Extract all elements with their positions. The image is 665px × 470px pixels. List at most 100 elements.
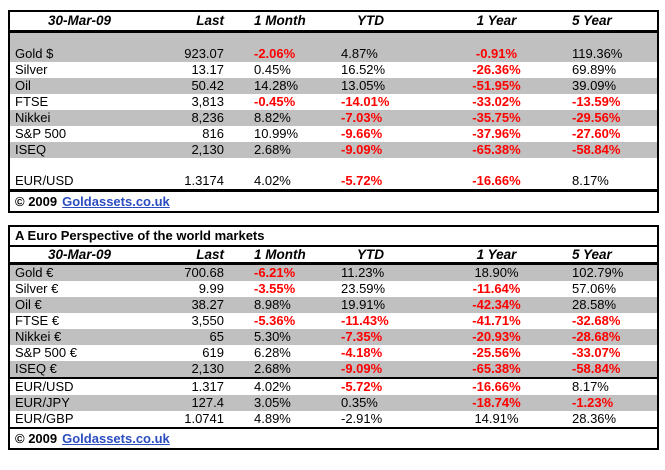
cell-last: 1.0741: [184, 411, 224, 426]
column-header-5year: 5 Year: [554, 246, 659, 265]
cell-1month: 4.02%: [234, 377, 339, 395]
cell-last: 923.07: [184, 46, 224, 61]
euro-table-footer-row: © 2009 Goldassets.co.uk: [9, 427, 659, 449]
spacer-cell: [9, 31, 658, 46]
row-label: Nikkei: [15, 110, 51, 125]
cell-ytd: -5.72%: [339, 377, 439, 395]
table-row: EUR/GBP 1.0741 4.89% -2.91% 14.91% 28.36%: [9, 411, 658, 428]
row-label: EUR/GBP: [15, 411, 74, 426]
column-header-last: Last: [149, 11, 234, 33]
cell-1month: 4.02%: [254, 173, 291, 188]
cell-5year: -1.23%: [572, 395, 614, 410]
cell-last: 3,550: [191, 313, 224, 328]
cell-1year: -16.66%: [439, 377, 554, 395]
row-label: S&P 500 €: [15, 345, 77, 360]
cell-1year: -11.64%: [472, 281, 521, 296]
cell-last: 1.317: [149, 377, 234, 395]
row-label: EUR/USD: [15, 173, 74, 188]
column-header-1year: 1 Year: [439, 11, 554, 33]
cell-1month: 3.05%: [254, 395, 291, 410]
cell-1year: 14.91%: [474, 411, 519, 426]
cell-1year: -51.95%: [472, 78, 521, 93]
cell-last: 65: [209, 329, 224, 344]
cell-5year: -58.84%: [572, 361, 621, 376]
copyright-text: © 2009: [15, 431, 58, 446]
cell-ytd: 13.05%: [341, 78, 386, 93]
cell-ytd: -9.66%: [341, 126, 383, 141]
row-label: FTSE €: [15, 313, 60, 328]
column-header-5year: 5 Year: [554, 11, 658, 33]
cell-last: 3,813: [191, 94, 224, 109]
cell-last: 700.68: [184, 265, 224, 280]
row-label: Oil: [15, 78, 31, 93]
cell-1month: 2.68%: [254, 361, 291, 376]
cell-5year: -27.60%: [572, 126, 621, 141]
cell-1year: -16.66%: [472, 173, 521, 188]
cell-5year: 28.36%: [572, 411, 617, 426]
goldassets-link[interactable]: Goldassets.co.uk: [62, 194, 170, 209]
cell-ytd: 16.52%: [341, 62, 386, 77]
cell-ytd: 19.91%: [341, 297, 386, 312]
column-header-ytd: YTD: [339, 11, 439, 33]
table-row: Nikkei 8,236 8.82% -7.03% -35.75% -29.56%: [9, 110, 658, 126]
euro-table-header-row: 30-Mar-09 Last 1 Month YTD 1 Year 5 Year: [9, 246, 659, 265]
cell-ytd: -2.91%: [341, 411, 383, 426]
cell-ytd: 0.35%: [341, 395, 378, 410]
cell-1month: -6.21%: [254, 265, 296, 280]
row-label: EUR/JPY: [15, 395, 70, 410]
row-label: Silver €: [15, 281, 59, 296]
row-label: Oil €: [15, 297, 42, 312]
cell-5year: 69.89%: [572, 62, 617, 77]
cell-5year: 8.17%: [572, 173, 609, 188]
column-header-date: 30-Mar-09: [9, 11, 149, 33]
cell-1month: 14.28%: [254, 78, 299, 93]
euro-perspective-table: A Euro Perspective of the world markets …: [8, 225, 660, 450]
cell-last: 13.17: [191, 62, 224, 77]
table-row: Nikkei € 65 5.30% -7.35% -20.93% -28.68%: [9, 329, 659, 345]
table-row: S&P 500 816 10.99% -9.66% -37.96% -27.60%: [9, 126, 658, 142]
row-label: Gold €: [15, 265, 54, 280]
cell-5year: -13.59%: [572, 94, 621, 109]
cell-1month: 10.99%: [254, 126, 299, 141]
row-label: Silver: [15, 62, 48, 77]
cell-last: 2,130: [191, 142, 224, 157]
cell-5year: -28.68%: [572, 329, 621, 344]
column-header-1month: 1 Month: [234, 11, 339, 33]
cell-1year: -26.36%: [472, 62, 521, 77]
table-row: ISEQ € 2,130 2.68% -9.09% -65.38% -58.84%: [9, 361, 659, 378]
cell-5year: 39.09%: [572, 78, 617, 93]
cell-last: 816: [202, 126, 224, 141]
table-row: Oil 50.42 14.28% 13.05% -51.95% 39.09%: [9, 78, 658, 94]
cell-ytd: -9.09%: [341, 361, 383, 376]
cell-1year: -0.91%: [475, 46, 518, 61]
cell-1year: -20.93%: [472, 329, 521, 344]
goldassets-link[interactable]: Goldassets.co.uk: [62, 431, 170, 446]
column-header-1month: 1 Month: [234, 246, 339, 265]
cell-1year: -33.02%: [472, 94, 521, 109]
cell-ytd: -11.43%: [341, 313, 389, 328]
cell-1month: 0.45%: [254, 62, 291, 77]
cell-1month: 5.30%: [254, 329, 291, 344]
cell-last: 1.3174: [184, 173, 224, 188]
cell-last: 8,236: [191, 110, 224, 125]
cell-5year: 119.36%: [572, 46, 623, 61]
cell-1month: -3.55%: [254, 281, 296, 296]
column-header-date: 30-Mar-09: [9, 246, 149, 265]
row-label: Nikkei €: [15, 329, 62, 344]
cell-last: 619: [202, 345, 224, 360]
cell-1month: 2.68%: [254, 142, 291, 157]
cell-last: 2,130: [191, 361, 224, 376]
table-row: Silver € 9.99 -3.55% 23.59% -11.64% 57.06%: [9, 281, 658, 297]
cell-1month: -2.06%: [254, 46, 296, 61]
spacer-row: [9, 158, 658, 173]
cell-last: 38.27: [191, 297, 224, 312]
cell-1month: 8.98%: [254, 297, 291, 312]
row-label: EUR/USD: [9, 377, 149, 395]
cell-1month: 6.28%: [254, 345, 291, 360]
cell-5year: -29.56%: [572, 110, 621, 125]
cell-5year: 57.06%: [572, 281, 617, 296]
cell-1year: 18.90%: [474, 265, 519, 280]
row-label: FTSE: [15, 94, 49, 109]
cell-1year: -25.56%: [472, 345, 521, 360]
row-label: S&P 500: [15, 126, 67, 141]
